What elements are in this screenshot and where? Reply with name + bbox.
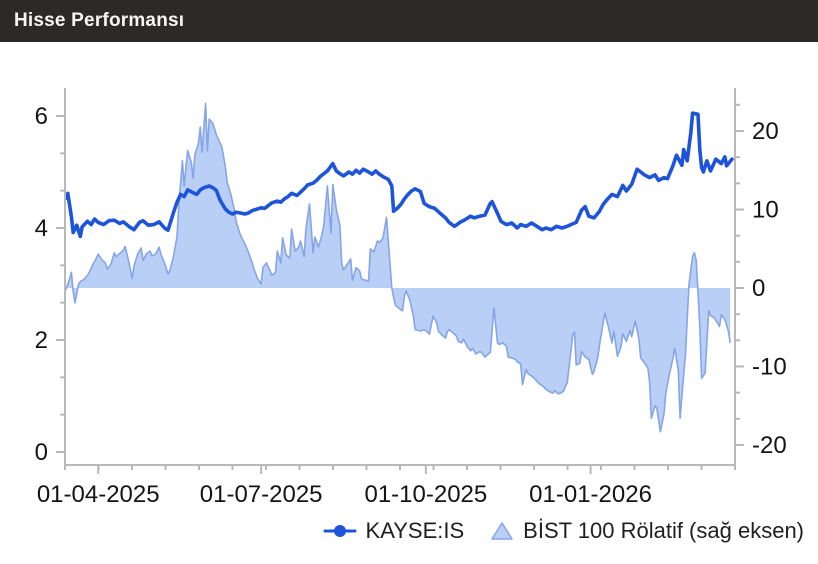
y-right-tick-label: 0 <box>752 275 765 302</box>
bist100-relative-area <box>66 103 731 432</box>
performance-chart: 0 2 4 6 -20 -10 0 10 20 01-04-2025 01-07-2025 01-10… <box>35 88 787 508</box>
y-right-tick-label: 20 <box>752 118 779 145</box>
legend-item-kayse[interactable]: KAYSE:IS <box>323 518 465 544</box>
y-right-tick-label: -10 <box>752 354 787 381</box>
line-dot-marker-icon <box>323 525 357 537</box>
x-tick-label: 01-10-2025 <box>364 481 487 508</box>
y-left-tick-label: 4 <box>35 215 48 242</box>
kayse-price-line <box>64 111 734 239</box>
y-left-tick-label: 0 <box>35 439 48 466</box>
x-tick-label: 01-07-2025 <box>200 481 323 508</box>
y-right-tick-label: 10 <box>752 197 779 224</box>
axis-labels-layer: 0 2 4 6 -20 -10 0 10 20 01-04-2025 01-07-2025 01-10… <box>35 103 787 508</box>
x-tick-label: 01-04-2025 <box>37 481 160 508</box>
y-left-tick-label: 6 <box>35 103 48 130</box>
chart-title: Hisse Performansı <box>14 10 185 31</box>
triangle-marker-icon <box>491 522 513 540</box>
chart-area: 0 2 4 6 -20 -10 0 10 20 01-04-2025 01-07-2025 01-10… <box>0 42 818 564</box>
y-left-tick-label: 2 <box>35 327 48 354</box>
axes-layer <box>56 88 744 474</box>
legend-item-bist[interactable]: BİST 100 Rölatif (sağ eksen) <box>490 518 804 544</box>
legend-label-bist: BİST 100 Rölatif (sağ eksen) <box>523 518 804 543</box>
bist100-relative-area-edge <box>65 102 731 433</box>
series-layer <box>64 102 734 433</box>
legend-label-kayse: KAYSE:IS <box>365 518 465 543</box>
x-tick-label: 01-01-2026 <box>529 481 652 508</box>
chart-title-bar: Hisse Performansı <box>0 0 818 42</box>
y-right-tick-label: -20 <box>752 432 787 459</box>
chart-legend: KAYSE:IS BİST 100 Rölatif (sağ eksen) <box>323 518 804 544</box>
